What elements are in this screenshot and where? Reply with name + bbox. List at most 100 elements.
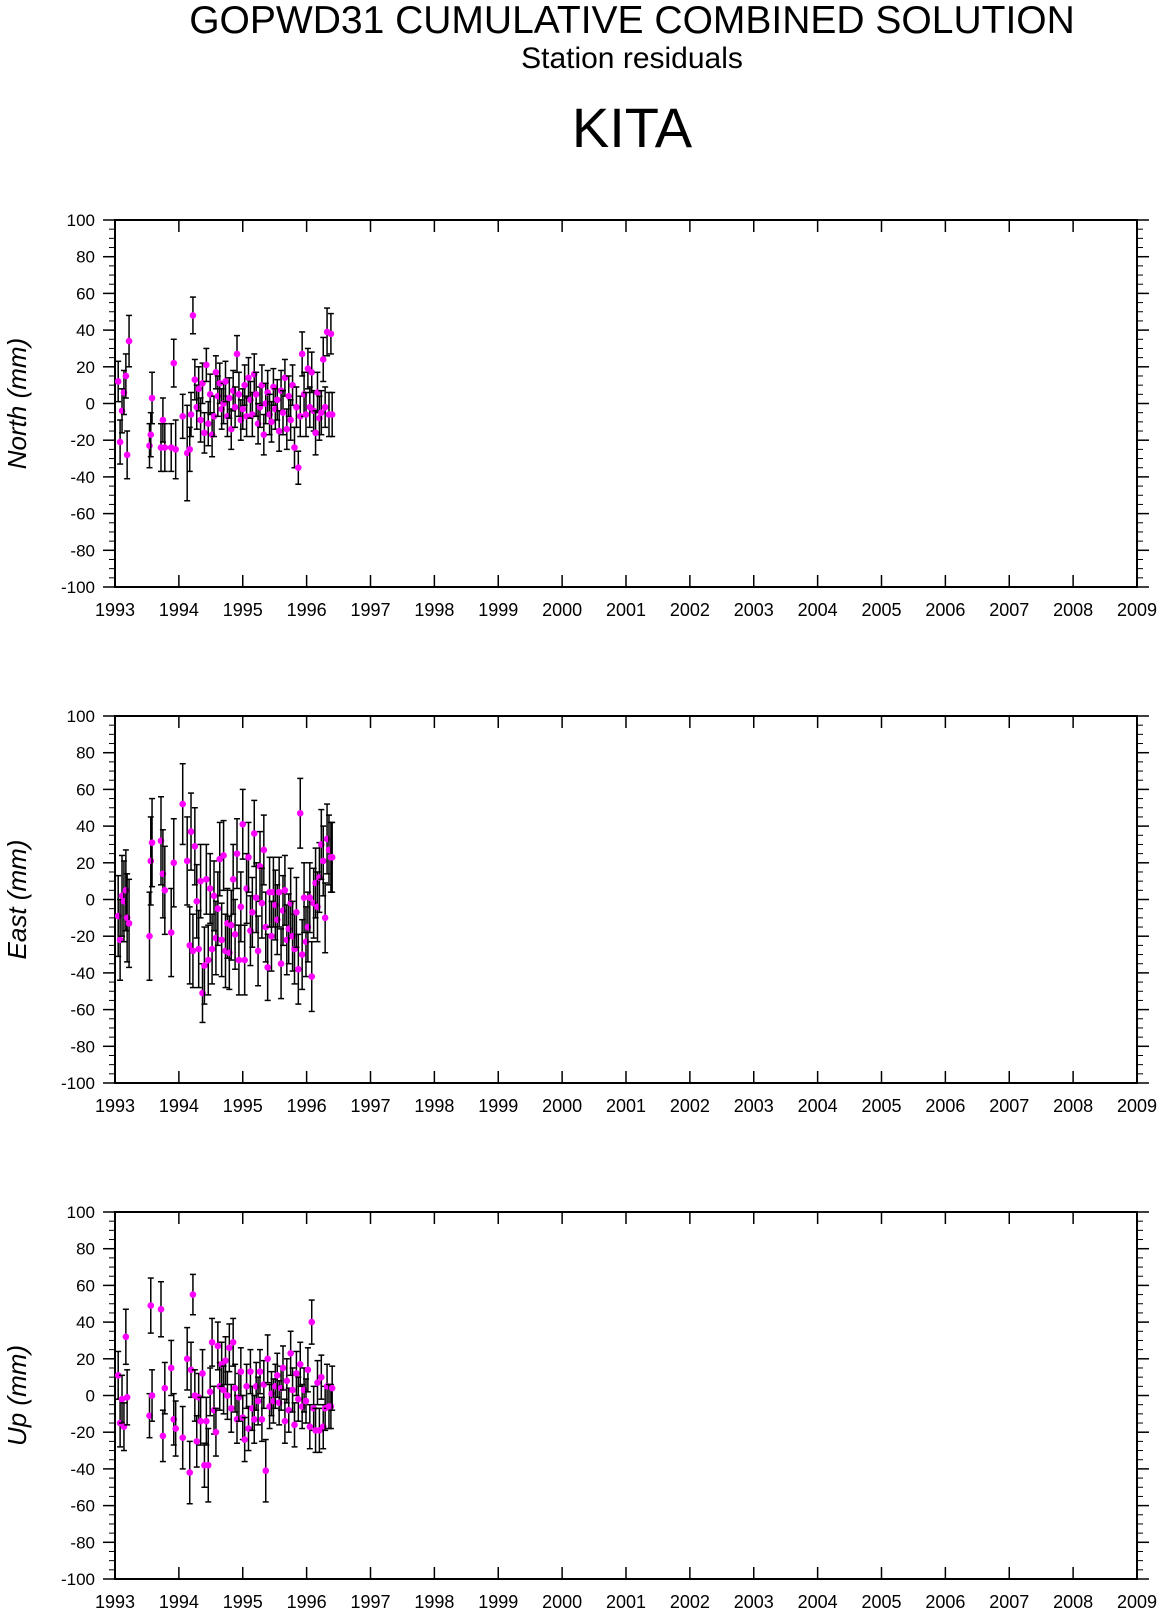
up-data-point [148, 1369, 156, 1422]
north-point-marker [161, 444, 169, 451]
east-point-marker [300, 894, 308, 901]
north-data-point [189, 296, 197, 335]
north-data-point [170, 338, 178, 388]
station-name: KITA [571, 96, 693, 159]
east-point-marker [183, 857, 191, 865]
up-y-tick-label: -60 [70, 1497, 95, 1516]
north-point-marker [279, 409, 287, 416]
east-data-point [250, 799, 258, 868]
east-point-marker [319, 857, 327, 865]
up-point-marker [189, 1291, 197, 1298]
east-x-tick-label: 2009 [1117, 1096, 1157, 1116]
north-data-point [296, 395, 304, 438]
north-point-marker [216, 380, 224, 387]
north-point-marker [296, 413, 304, 420]
up-data-point [189, 1273, 197, 1316]
east-data-point [216, 821, 224, 897]
north-data-point [252, 371, 260, 418]
up-y-tick-label: -80 [70, 1533, 95, 1552]
east-point-marker [328, 853, 336, 861]
east-point-marker [201, 962, 208, 969]
north-x-tick-label: 2002 [670, 600, 710, 620]
east-data-point [260, 814, 268, 886]
up-point-marker [256, 1368, 264, 1375]
east-data-point [203, 843, 210, 915]
east-data-point [298, 918, 306, 991]
north-residuals-chart: 1993 1994 1995 1996 1997 1998 1999 2000 2001 2002… [2, 211, 1157, 620]
north-x-tick-label: 2000 [542, 600, 582, 620]
up-x-tick-label: 1994 [159, 1592, 199, 1612]
north-point-marker [285, 392, 293, 400]
east-data-point [254, 915, 262, 987]
north-data-point [114, 360, 122, 403]
up-residuals-chart: 1993 1994 1995 1996 1997 1998 1999 2000 2001 2002… [2, 1203, 1157, 1612]
north-y-tick-label: 0 [86, 395, 95, 414]
north-data-point [203, 347, 210, 383]
north-data-point [319, 336, 327, 383]
east-y-tick-label: -80 [70, 1037, 95, 1056]
north-x-tick-label: 1997 [350, 600, 390, 620]
north-point-marker [159, 416, 167, 424]
up-point-marker [328, 1384, 336, 1392]
east-data-point [186, 906, 194, 985]
north-point-marker [260, 431, 268, 438]
east-point-marker [249, 909, 256, 916]
north-y-tick-label: -60 [70, 505, 95, 524]
north-y-tick-label: 40 [76, 321, 95, 340]
north-data-point [159, 397, 167, 443]
up-x-tick-label: 2002 [670, 1592, 710, 1612]
up-x-tick-label: 2006 [925, 1592, 965, 1612]
up-data-point [245, 1405, 252, 1452]
east-point-marker [125, 920, 133, 927]
north-y-tick-label: 20 [76, 358, 95, 377]
up-point-marker [206, 1388, 214, 1396]
east-data-point [179, 762, 187, 846]
up-point-marker [247, 1368, 254, 1375]
east-point-marker [277, 960, 285, 968]
north-point-marker [293, 403, 300, 411]
north-data-point [327, 312, 335, 355]
up-data-point [279, 1345, 287, 1391]
north-point-marker [252, 391, 260, 398]
east-y-tick-label: -20 [70, 927, 95, 946]
up-point-marker [250, 1416, 258, 1423]
up-x-tick-label: 2000 [542, 1592, 582, 1612]
up-data-point [258, 1396, 266, 1443]
east-data-point [277, 928, 285, 1000]
east-plot-frame [114, 715, 1138, 1084]
north-point-marker [275, 427, 283, 435]
east-data-point [237, 871, 245, 943]
east-point-marker [208, 945, 216, 953]
up-point-marker [222, 1357, 229, 1364]
north-x-tick-label: 1994 [159, 600, 199, 620]
up-point-marker [262, 1467, 270, 1475]
up-data-point [122, 1308, 130, 1366]
up-point-marker [291, 1421, 298, 1429]
north-point-marker [283, 425, 291, 433]
north-x-tick-label: 1995 [223, 600, 263, 620]
north-point-marker [186, 446, 194, 453]
north-data-point [123, 430, 131, 480]
up-point-marker [273, 1372, 281, 1379]
up-x-tick-label: 2001 [606, 1592, 646, 1612]
north-point-marker [241, 381, 248, 389]
up-data-point [241, 1416, 248, 1463]
up-data-point [212, 1407, 220, 1457]
east-data-point [275, 856, 283, 928]
east-x-tick-label: 2000 [542, 1096, 582, 1116]
up-data-point [229, 1317, 237, 1367]
up-point-marker [220, 1386, 227, 1394]
east-point-marker [204, 956, 212, 964]
north-point-marker [187, 411, 195, 418]
east-x-tick-label: 2008 [1053, 1096, 1093, 1116]
up-point-marker [281, 1417, 289, 1425]
up-point-marker [289, 1386, 296, 1394]
up-x-tick-label: 1997 [350, 1592, 390, 1612]
up-point-marker [197, 1417, 204, 1425]
east-point-marker [258, 899, 266, 907]
east-x-tick-label: 1997 [350, 1096, 390, 1116]
north-data-point [212, 355, 220, 390]
north-y-tick-label: 60 [76, 284, 95, 303]
up-point-marker [179, 1434, 187, 1442]
up-data-point [186, 1440, 194, 1505]
